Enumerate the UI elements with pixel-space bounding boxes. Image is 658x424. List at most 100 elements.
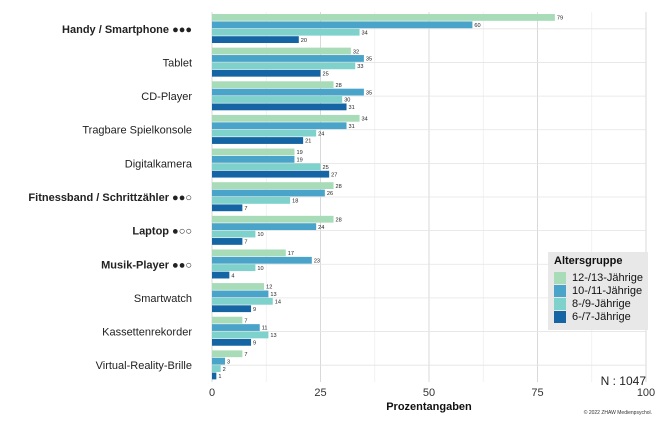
bar [212, 163, 321, 171]
data-label: 17 [288, 251, 294, 257]
data-label: 31 [349, 105, 355, 111]
category-label: Tablet [163, 57, 192, 69]
bar [212, 324, 260, 331]
data-label: 13 [270, 292, 276, 298]
bar [212, 372, 217, 380]
data-label: 28 [336, 217, 342, 223]
bar [212, 182, 334, 189]
category-label: Smartwatch [134, 293, 192, 305]
legend-item: 12-/13-Jährige [554, 271, 643, 284]
category-label: CD-Player [141, 91, 192, 103]
legend-swatch [554, 284, 566, 297]
bar [212, 155, 295, 163]
data-label: 18 [292, 199, 298, 205]
bar [212, 137, 304, 144]
data-label: 9 [253, 307, 256, 313]
data-label: 28 [336, 83, 342, 89]
bar [212, 230, 256, 238]
category-label: Tragbare Spielkonsole [82, 125, 192, 137]
bar [212, 305, 252, 313]
data-label: 1 [218, 374, 221, 380]
bar [212, 47, 351, 55]
x-axis-title: Prozentangaben [386, 401, 472, 413]
data-label: 7 [244, 352, 247, 358]
chart-legend: Altersgruppe 12-/13-Jährige 10-/11-Jährig… [548, 252, 648, 330]
bar [212, 357, 226, 365]
data-label: 25 [323, 165, 329, 171]
bar [212, 215, 334, 223]
category-label: Kassettenrekorder [102, 327, 192, 339]
legend-swatch [554, 310, 566, 323]
data-label: 13 [270, 333, 276, 339]
bar [212, 350, 243, 358]
legend-title: Altersgruppe [554, 255, 623, 267]
data-label: 32 [353, 49, 359, 55]
bar [212, 365, 221, 372]
data-label: 19 [296, 158, 302, 164]
x-tick-label: 0 [209, 387, 215, 399]
bar [212, 36, 299, 44]
data-label: 12 [266, 285, 272, 291]
bar [212, 103, 347, 111]
data-label: 35 [366, 57, 372, 63]
legend-swatch [554, 271, 566, 284]
bar [212, 338, 252, 346]
data-label: 7 [244, 318, 247, 324]
bar [212, 122, 347, 130]
legend-label: 8-/9-Jährige [572, 297, 631, 310]
bar [212, 204, 243, 212]
x-tick-label: 100 [637, 387, 655, 399]
data-label: 14 [275, 300, 281, 306]
bar [212, 264, 256, 272]
data-label: 10 [257, 266, 263, 272]
data-label: 11 [262, 326, 268, 332]
data-label: 33 [357, 64, 363, 70]
bar [212, 271, 230, 279]
bar [212, 114, 360, 122]
bar [212, 223, 317, 231]
data-label: 20 [301, 38, 307, 44]
bar [212, 81, 334, 89]
data-label: 35 [366, 90, 372, 96]
bar [212, 297, 273, 305]
data-label: 28 [336, 184, 342, 190]
data-label: 34 [362, 30, 368, 36]
category-label: Laptop ●○○ [132, 226, 192, 238]
bar [212, 189, 325, 197]
bar [212, 129, 317, 137]
bar [212, 256, 312, 264]
category-label: Handy / Smartphone ●●● [62, 24, 192, 36]
category-label: Musik-Player ●●○ [101, 259, 192, 271]
data-label: 9 [253, 341, 256, 347]
x-tick-label: 25 [314, 387, 326, 399]
data-label: 60 [474, 23, 480, 29]
data-label: 19 [296, 150, 302, 156]
bar [212, 14, 555, 21]
legend-item: 6-/7-Jährige [554, 310, 631, 323]
data-label: 21 [305, 139, 311, 145]
bar [212, 62, 356, 70]
bar [212, 331, 269, 339]
data-label: 24 [318, 131, 324, 137]
credit-text: © 2022 ZHAW Medienpsychol. [583, 410, 652, 416]
x-tick-label: 75 [531, 387, 543, 399]
data-label: 7 [244, 206, 247, 212]
category-label: Digitalkamera [125, 158, 193, 170]
data-label: 7 [244, 240, 247, 246]
data-label: 3 [227, 359, 230, 365]
bar [212, 283, 265, 290]
bar [212, 238, 243, 245]
legend-label: 6-/7-Jährige [572, 310, 631, 323]
data-label: 10 [257, 232, 263, 238]
data-label: 2 [223, 367, 226, 373]
data-label: 26 [327, 191, 333, 197]
bar [212, 148, 295, 156]
bar [212, 21, 473, 29]
data-label: 30 [344, 98, 350, 104]
bar [212, 96, 343, 103]
bar [212, 55, 364, 62]
x-tick-label: 50 [423, 387, 435, 399]
data-label: 79 [557, 16, 563, 22]
